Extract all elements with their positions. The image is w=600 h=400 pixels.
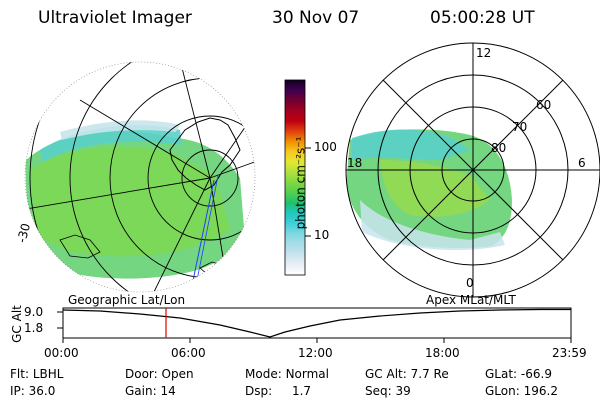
- timeline-x-tick-4: 23:59: [552, 346, 587, 360]
- colorbar-tick-10: 10: [314, 228, 330, 242]
- colorbar-tick-100: 100: [314, 140, 337, 154]
- flt-value: LBHL: [32, 367, 64, 381]
- info-glon: GLon: 196.2: [485, 384, 558, 398]
- colorbar: [284, 79, 311, 276]
- timeline-y-tick-9: 9.0: [24, 305, 44, 319]
- info-glat: GLat: -66.9: [485, 367, 552, 381]
- seq-value: 39: [395, 384, 411, 398]
- timeline-left-title: Geographic Lat/Lon: [68, 293, 186, 307]
- door-value: Open: [161, 367, 194, 381]
- info-dsp: Dsp: 1.7: [245, 384, 311, 398]
- info-flt: Flt: LBHL: [10, 367, 63, 381]
- info-gain: Gain: 14: [125, 384, 176, 398]
- timeline-x-tick-1: 06:00: [171, 346, 206, 360]
- info-mode: Mode: Normal: [245, 367, 329, 381]
- door-label: Door:: [125, 367, 158, 381]
- colorbar-unit-label: photon cm⁻²s⁻¹: [293, 136, 308, 230]
- polar-mlt-18: 18: [347, 156, 363, 170]
- polar-lat-70: 70: [512, 120, 528, 134]
- gcalt-label: GC Alt:: [365, 367, 407, 381]
- timeline-x-tick-2: 12:00: [298, 346, 333, 360]
- polar-mlt-0: 0: [466, 276, 474, 290]
- timeline-y-label: GC Alt: [9, 305, 24, 343]
- seq-label: Seq:: [365, 384, 392, 398]
- gcalt-value: 7.7 Re: [410, 367, 449, 381]
- info-ip: IP: 36.0: [10, 384, 55, 398]
- altitude-curve: [62, 308, 571, 338]
- info-seq: Seq: 39: [365, 384, 411, 398]
- gain-value: 14: [160, 384, 176, 398]
- info-door: Door: Open: [125, 367, 194, 381]
- altitude-timeline: [57, 307, 572, 343]
- date-label: 30 Nov 07: [272, 8, 360, 28]
- time-label: 05:00:28 UT: [430, 8, 535, 28]
- polar-lat-80: 80: [491, 141, 507, 155]
- polar-mlt-6: 6: [578, 156, 586, 170]
- mode-label: Mode:: [245, 367, 282, 381]
- timeline-y-tick-1-8: 1.8: [24, 321, 44, 335]
- mode-value: Normal: [285, 367, 329, 381]
- glat-label: GLat:: [485, 367, 518, 381]
- ip-value: 36.0: [28, 384, 56, 398]
- glon-label: GLon:: [485, 384, 520, 398]
- app-title: Ultraviolet Imager: [38, 8, 192, 28]
- polar-plot: [345, 42, 600, 298]
- timeline-x-tick-0: 00:00: [44, 346, 79, 360]
- info-gcalt: GC Alt: 7.7 Re: [365, 367, 449, 381]
- glon-value: 196.2: [523, 384, 558, 398]
- polar-mlt-12: 12: [476, 46, 492, 60]
- flt-label: Flt:: [10, 367, 29, 381]
- glat-value: -66.9: [520, 367, 552, 381]
- timeline-right-title: Apex MLat/MLT: [426, 293, 516, 307]
- geographic-map: [24, 61, 256, 293]
- dsp-value: 1.7: [291, 384, 312, 398]
- polar-lat-60: 60: [536, 98, 552, 112]
- gain-label: Gain:: [125, 384, 157, 398]
- ip-label: IP:: [10, 384, 25, 398]
- timeline-x-tick-3: 18:00: [425, 346, 460, 360]
- dsp-label: Dsp:: [245, 384, 273, 398]
